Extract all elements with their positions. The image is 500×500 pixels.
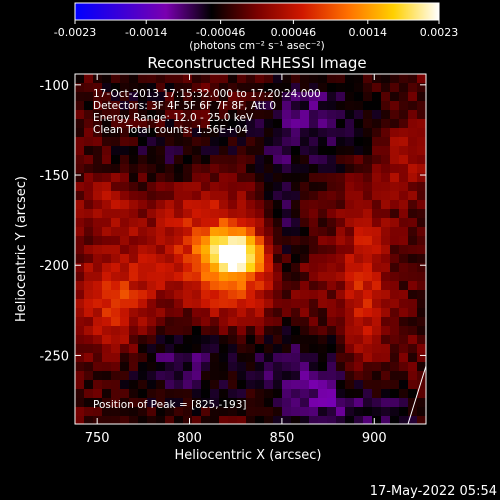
heatmap-image xyxy=(75,74,426,424)
colorbar-tick-label: -0.00046 xyxy=(196,26,245,39)
peak-position-label: Position of Peak = [825,-193] xyxy=(93,399,247,411)
x-tick-label: 750 xyxy=(85,431,110,446)
colorbar-tick-label: 0.0023 xyxy=(420,26,459,39)
x-tick-label: 800 xyxy=(177,431,202,446)
x-axis-ticks: 750 800 850 900 xyxy=(85,74,387,446)
annotation-clean: Clean Total counts: 1.56E+04 xyxy=(93,124,248,136)
annotation-block: 17-Oct-2013 17:15:32.000 to 17:20:24.000… xyxy=(93,88,321,411)
y-tick-label: -100 xyxy=(39,79,69,94)
colorbar-units: (photons cm⁻² s⁻¹ asec⁻²) xyxy=(189,40,324,52)
y-axis-label: Heliocentric Y (arcsec) xyxy=(14,176,29,322)
y-tick-label: -150 xyxy=(39,169,69,184)
x-tick-label: 850 xyxy=(269,431,294,446)
colorbar-tick-label: -0.0023 xyxy=(54,26,96,39)
x-axis-label: Heliocentric X (arcsec) xyxy=(175,448,322,463)
colorbar-tick-label: 0.00046 xyxy=(271,26,317,39)
colorbar-tick-label: 0.0014 xyxy=(349,26,388,39)
colorbar-ticks: -0.0023 -0.0014 -0.00046 0.00046 0.0014 0.002… xyxy=(54,20,458,39)
chart-title: Reconstructed RHESSI Image xyxy=(147,54,366,72)
plot-area: 750 800 850 900 -100 -150 -200 -250 xyxy=(39,73,427,446)
annotation-time: 17-Oct-2013 17:15:32.000 to 17:20:24.000 xyxy=(93,88,321,100)
annotation-energy: Energy Range: 12.0 - 25.0 keV xyxy=(93,112,254,124)
y-tick-label: -200 xyxy=(39,259,69,274)
colorbar-gradient xyxy=(74,2,440,21)
plot-frame xyxy=(74,73,427,425)
annotation-detectors: Detectors: 3F 4F 5F 6F 7F 8F, Att 0 xyxy=(93,100,276,112)
y-axis-ticks: -100 -150 -200 -250 xyxy=(39,79,426,364)
limb-line xyxy=(407,365,427,425)
colorbar: -0.0023 -0.0014 -0.00046 0.00046 0.0014 0.002… xyxy=(54,2,458,52)
colorbar-tick-label: -0.0014 xyxy=(125,26,167,39)
footer-date: 17-May-2022 05:54 xyxy=(370,484,497,499)
x-tick-label: 900 xyxy=(362,431,387,446)
y-tick-label: -250 xyxy=(39,349,69,364)
